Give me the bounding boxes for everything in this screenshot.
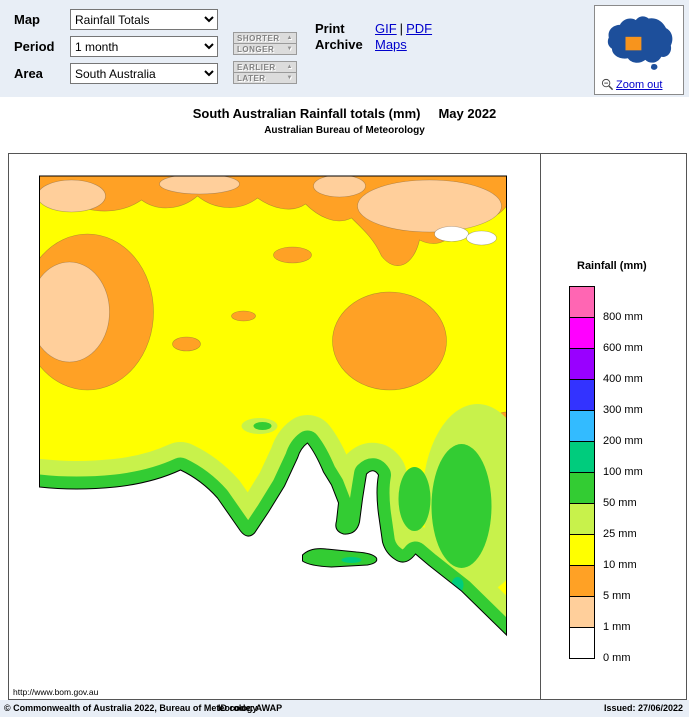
legend-label: 0 mm <box>603 652 631 664</box>
date-stepper: EARLIER ▲ LATER ▼ <box>233 61 297 84</box>
legend-swatch <box>569 441 595 473</box>
maps-link[interactable]: Maps <box>375 37 407 52</box>
legend-swatch <box>569 596 595 628</box>
legend-swatch <box>569 534 595 566</box>
map-panel: http://www.bom.gov.au Rainfall (mm) 800 … <box>8 153 687 700</box>
zoom-out-link[interactable]: Zoom out <box>616 78 663 91</box>
rainfall-contour-map <box>39 175 507 637</box>
copyright-text: © Commonwealth of Australia 2022, Bureau… <box>4 703 258 713</box>
bom-url-watermark: http://www.bom.gov.au <box>13 687 99 697</box>
legend-swatch <box>569 379 595 411</box>
legend-swatch <box>569 472 595 504</box>
earlier-button-label: EARLIER <box>237 62 276 72</box>
page-title-text: South Australian Rainfall totals (mm) <box>192 106 421 121</box>
legend-swatch <box>569 565 595 597</box>
page-title: South Australian Rainfall totals (mm) May… <box>0 97 689 121</box>
map-area: http://www.bom.gov.au <box>9 154 541 699</box>
legend-title: Rainfall (mm) <box>577 260 647 272</box>
legend-label: 1 mm <box>603 621 631 633</box>
legend-area: Rainfall (mm) 800 mm 600 mm 400 mm 300 mm 20… <box>541 154 686 699</box>
rainfall-contours-group <box>39 176 507 635</box>
legend-swatch <box>569 503 595 535</box>
issued-date-text: Issued: 27/06/2022 <box>603 703 683 713</box>
area-select[interactable]: South Australia <box>70 63 218 84</box>
footer-bar: © Commonwealth of Australia 2022, Bureau… <box>0 700 689 717</box>
legend-label: 600 mm <box>603 342 643 354</box>
page-title-date: May 2022 <box>438 106 497 121</box>
period-stepper: SHORTER ▲ LONGER ▼ <box>233 32 297 55</box>
period-label: Period <box>14 39 55 54</box>
state-border-outline <box>39 175 507 637</box>
arrow-up-icon: ▲ <box>286 35 293 41</box>
id-code-text: ID code: AWAP <box>218 703 283 713</box>
legend-label: 400 mm <box>603 373 643 385</box>
longer-button[interactable]: LONGER ▼ <box>233 43 297 55</box>
area-label: Area <box>14 66 43 81</box>
shorter-button-label: SHORTER <box>237 33 280 43</box>
zoom-out-control[interactable]: Zoom out <box>601 78 662 91</box>
pdf-link[interactable]: PDF <box>406 21 433 36</box>
australia-map-icon <box>607 16 673 70</box>
arrow-up-icon: ▲ <box>286 64 293 70</box>
legend-swatch <box>569 410 595 442</box>
legend-label: 5 mm <box>603 590 631 602</box>
later-button[interactable]: LATER ▼ <box>233 72 297 84</box>
legend-swatch <box>569 286 595 318</box>
legend-label: 10 mm <box>603 559 637 571</box>
legend-label: 100 mm <box>603 466 643 478</box>
format-links: GIF | PDF Maps <box>375 21 432 53</box>
arrow-down-icon: ▼ <box>286 75 293 81</box>
australia-locator-logo[interactable]: Zoom out <box>594 5 684 95</box>
legend-label: 25 mm <box>603 528 637 540</box>
print-archive-label: Print Archive <box>315 21 363 53</box>
legend-label: 200 mm <box>603 435 643 447</box>
print-label-line2: Archive <box>315 37 363 52</box>
legend-label: 800 mm <box>603 311 643 323</box>
later-button-label: LATER <box>237 73 266 83</box>
map-label: Map <box>14 12 40 27</box>
legend-label: 300 mm <box>603 404 643 416</box>
legend-swatch <box>569 627 595 659</box>
control-header: Map Rainfall Totals Period 1 month Area … <box>0 0 689 97</box>
gif-link[interactable]: GIF <box>375 21 397 36</box>
legend-label: 50 mm <box>603 497 637 509</box>
south-australia-highlight <box>625 36 642 51</box>
legend-swatch <box>569 317 595 349</box>
magnifier-zoom-out-icon <box>601 78 614 91</box>
period-select[interactable]: 1 month <box>70 36 218 57</box>
title-block: South Australian Rainfall totals (mm) May… <box>0 97 689 153</box>
longer-button-label: LONGER <box>237 44 275 54</box>
kangaroo-island-outline <box>302 548 378 568</box>
link-separator: | <box>399 21 404 36</box>
arrow-down-icon: ▼ <box>286 46 293 52</box>
legend-swatch <box>569 348 595 380</box>
legend-scale: 800 mm 600 mm 400 mm 300 mm 200 mm 100 mm 50 m… <box>569 286 681 664</box>
print-label-line1: Print <box>315 21 345 36</box>
map-select[interactable]: Rainfall Totals <box>70 9 218 30</box>
page-subtitle: Australian Bureau of Meteorology <box>264 125 425 136</box>
